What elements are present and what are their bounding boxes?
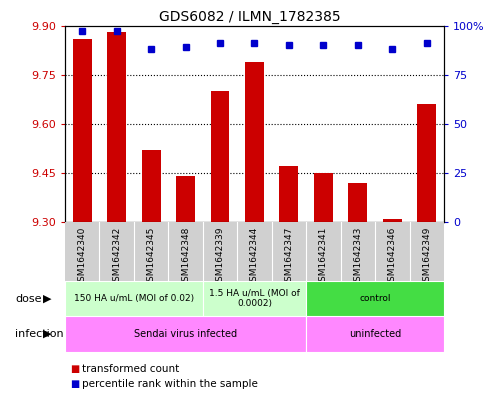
Text: GSM1642347: GSM1642347 (284, 227, 293, 287)
Text: Sendai virus infected: Sendai virus infected (134, 329, 237, 339)
Bar (107, 32, 126, 222)
Text: GSM1642346: GSM1642346 (388, 227, 397, 287)
Text: 150 HA u/mL (MOI of 0.02): 150 HA u/mL (MOI of 0.02) (74, 294, 194, 303)
Text: GSM1642340: GSM1642340 (78, 227, 87, 287)
Bar (348, 183, 367, 222)
Bar (383, 219, 402, 222)
Text: infection: infection (15, 329, 63, 339)
Text: GSM1642341: GSM1642341 (319, 227, 328, 287)
Bar (314, 173, 333, 222)
Bar (65, 316, 306, 352)
Text: GSM1642345: GSM1642345 (147, 227, 156, 287)
Bar (417, 104, 436, 222)
Text: percentile rank within the sample: percentile rank within the sample (82, 379, 258, 389)
Bar (306, 281, 444, 316)
Text: ■: ■ (70, 364, 79, 375)
Bar (245, 62, 264, 222)
Text: GDS6082 / ILMN_1782385: GDS6082 / ILMN_1782385 (159, 10, 340, 24)
Text: GSM1642343: GSM1642343 (353, 227, 362, 287)
Bar (142, 150, 161, 222)
Bar (279, 166, 298, 222)
Text: uninfected: uninfected (349, 329, 401, 339)
Text: dose: dose (15, 294, 41, 304)
Text: transformed count: transformed count (82, 364, 180, 375)
Bar (211, 91, 230, 222)
Text: ■: ■ (70, 379, 79, 389)
Text: ▶: ▶ (43, 294, 52, 304)
Text: GSM1642344: GSM1642344 (250, 227, 259, 287)
Text: control: control (359, 294, 391, 303)
Text: GSM1642339: GSM1642339 (216, 227, 225, 287)
Text: GSM1642348: GSM1642348 (181, 227, 190, 287)
Text: 1.5 HA u/mL (MOI of
0.0002): 1.5 HA u/mL (MOI of 0.0002) (209, 289, 300, 309)
Bar (65, 281, 203, 316)
Bar (176, 176, 195, 222)
Bar (203, 281, 306, 316)
Bar (73, 39, 92, 222)
Text: GSM1642349: GSM1642349 (422, 227, 431, 287)
Text: GSM1642342: GSM1642342 (112, 227, 121, 287)
Text: ▶: ▶ (43, 329, 52, 339)
Bar (306, 316, 444, 352)
